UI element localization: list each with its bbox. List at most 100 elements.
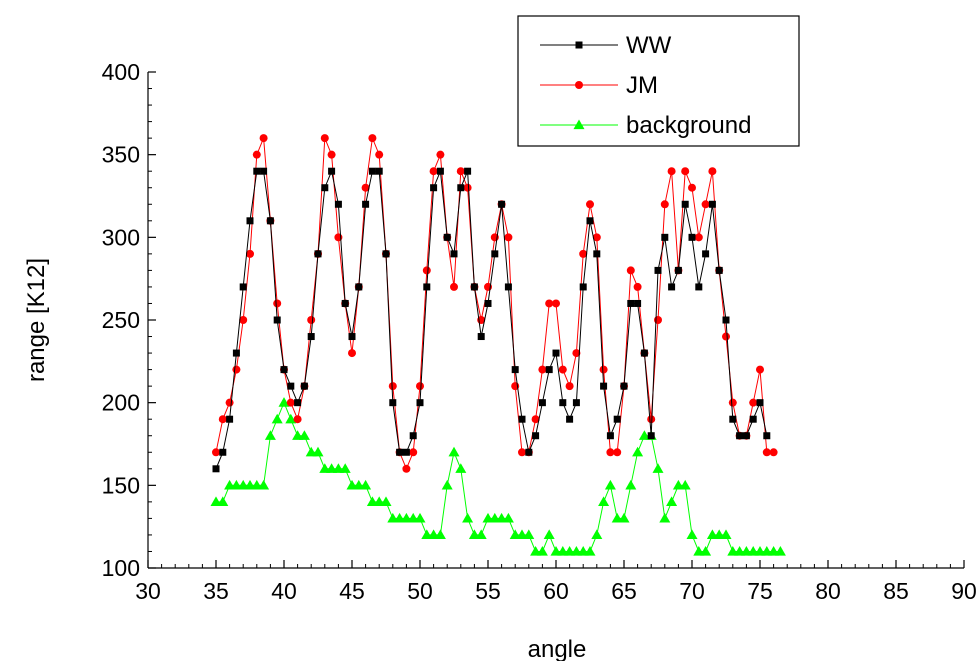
data-point-background (258, 479, 270, 490)
data-point-ww (729, 415, 737, 423)
legend-marker-ww (575, 41, 583, 49)
data-point-jm (225, 398, 234, 407)
data-point-ww (593, 250, 601, 258)
data-point-jm (307, 316, 316, 324)
data-point-jm (239, 316, 248, 324)
data-point-jm (232, 365, 241, 374)
series-jm (212, 134, 778, 473)
x-tick-label: 30 (135, 578, 161, 604)
data-point-background (632, 446, 644, 457)
x-tick-label: 75 (747, 578, 773, 604)
data-point-ww (477, 333, 485, 341)
data-point-ww (253, 167, 261, 175)
data-point-background (448, 446, 460, 457)
data-point-ww (450, 250, 458, 258)
data-point-jm (416, 382, 424, 391)
data-point-background (312, 446, 324, 457)
data-point-ww (708, 200, 716, 208)
data-point-ww (260, 167, 268, 175)
data-point-ww (375, 167, 383, 175)
data-point-ww (436, 167, 444, 175)
data-point-jm (633, 282, 642, 291)
data-point-jm (422, 266, 431, 275)
data-point-jm (273, 299, 282, 308)
data-point-jm (694, 233, 703, 242)
data-point-ww (511, 366, 519, 374)
data-point-ww (661, 233, 669, 241)
data-point-ww (681, 200, 689, 208)
data-point-jm (450, 282, 458, 291)
data-point-background (774, 545, 786, 556)
data-point-background (217, 496, 229, 506)
x-tick-label: 40 (271, 578, 297, 604)
data-point-jm (762, 448, 771, 457)
data-point-ww (355, 283, 363, 291)
data-point-jm (606, 448, 615, 457)
data-point-jm (259, 134, 268, 143)
data-point-background (584, 545, 596, 556)
data-point-ww (443, 233, 451, 241)
data-point-jm (252, 150, 261, 159)
data-point-ww (722, 316, 730, 324)
data-point-ww (559, 399, 567, 407)
data-point-background (652, 463, 664, 473)
data-point-ww (300, 382, 308, 390)
data-point-jm (769, 448, 778, 457)
data-point-background (502, 512, 514, 523)
data-point-background (523, 529, 535, 540)
data-point-jm (688, 183, 696, 192)
data-point-jm (667, 167, 676, 176)
data-point-ww (538, 399, 546, 407)
data-point-ww (620, 382, 628, 390)
data-point-ww (695, 283, 703, 291)
data-point-background (679, 479, 691, 490)
data-point-ww (294, 399, 302, 407)
data-point-background (659, 512, 671, 523)
legend-marker-background (573, 119, 585, 130)
data-point-ww (321, 184, 329, 192)
data-point-ww (756, 399, 764, 407)
data-point-ww (280, 366, 288, 374)
data-point-ww (348, 333, 356, 341)
data-point-jm (660, 200, 669, 209)
x-tick-label: 90 (951, 578, 977, 604)
data-point-jm (701, 200, 710, 209)
data-point-background (271, 413, 283, 424)
legend-box (517, 15, 800, 147)
data-point-ww (749, 415, 757, 423)
y-tick-label: 100 (102, 555, 140, 581)
data-point-jm (402, 464, 411, 473)
data-point-ww (266, 217, 274, 225)
y-tick-label: 400 (102, 59, 140, 85)
x-tick-label: 85 (883, 578, 909, 604)
data-point-jm (647, 415, 656, 424)
legend: WW JM background (517, 15, 800, 147)
data-point-ww (416, 399, 424, 407)
y-tick-label: 250 (102, 307, 140, 333)
data-point-ww (674, 266, 682, 274)
series-layer (210, 134, 786, 556)
data-point-ww (552, 349, 560, 357)
x-tick-label: 50 (407, 578, 433, 604)
data-point-jm (654, 316, 662, 324)
data-point-jm (463, 183, 472, 192)
data-point-ww (232, 349, 240, 357)
data-point-jm (320, 134, 329, 143)
data-point-ww (518, 415, 526, 423)
data-point-background (536, 545, 548, 556)
data-point-jm (728, 398, 737, 407)
y-axis-label: range [K12] (23, 258, 50, 382)
data-point-jm (388, 382, 397, 391)
data-point-jm (368, 134, 377, 143)
data-point-jm (749, 398, 758, 407)
data-point-jm (436, 150, 445, 159)
data-point-jm (599, 365, 608, 374)
data-point-jm (626, 266, 635, 275)
data-point-jm (681, 167, 690, 176)
x-tick-label: 35 (203, 578, 229, 604)
data-point-ww (219, 448, 227, 456)
data-point-jm (565, 382, 574, 391)
data-point-jm (348, 349, 356, 358)
data-point-ww (532, 432, 540, 440)
data-point-background (360, 479, 372, 490)
